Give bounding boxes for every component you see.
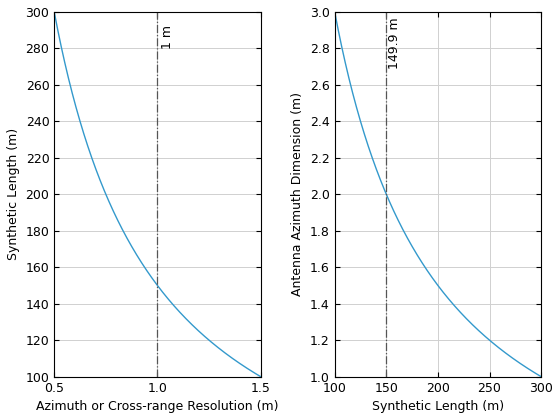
X-axis label: Synthetic Length (m): Synthetic Length (m)	[372, 400, 504, 413]
Y-axis label: Antenna Azimuth Dimension (m): Antenna Azimuth Dimension (m)	[291, 92, 305, 296]
Text: 1 m: 1 m	[161, 25, 174, 49]
X-axis label: Azimuth or Cross-range Resolution (m): Azimuth or Cross-range Resolution (m)	[36, 400, 279, 413]
Y-axis label: Synthetic Length (m): Synthetic Length (m)	[7, 128, 20, 260]
Text: 149.9 m: 149.9 m	[388, 17, 401, 69]
